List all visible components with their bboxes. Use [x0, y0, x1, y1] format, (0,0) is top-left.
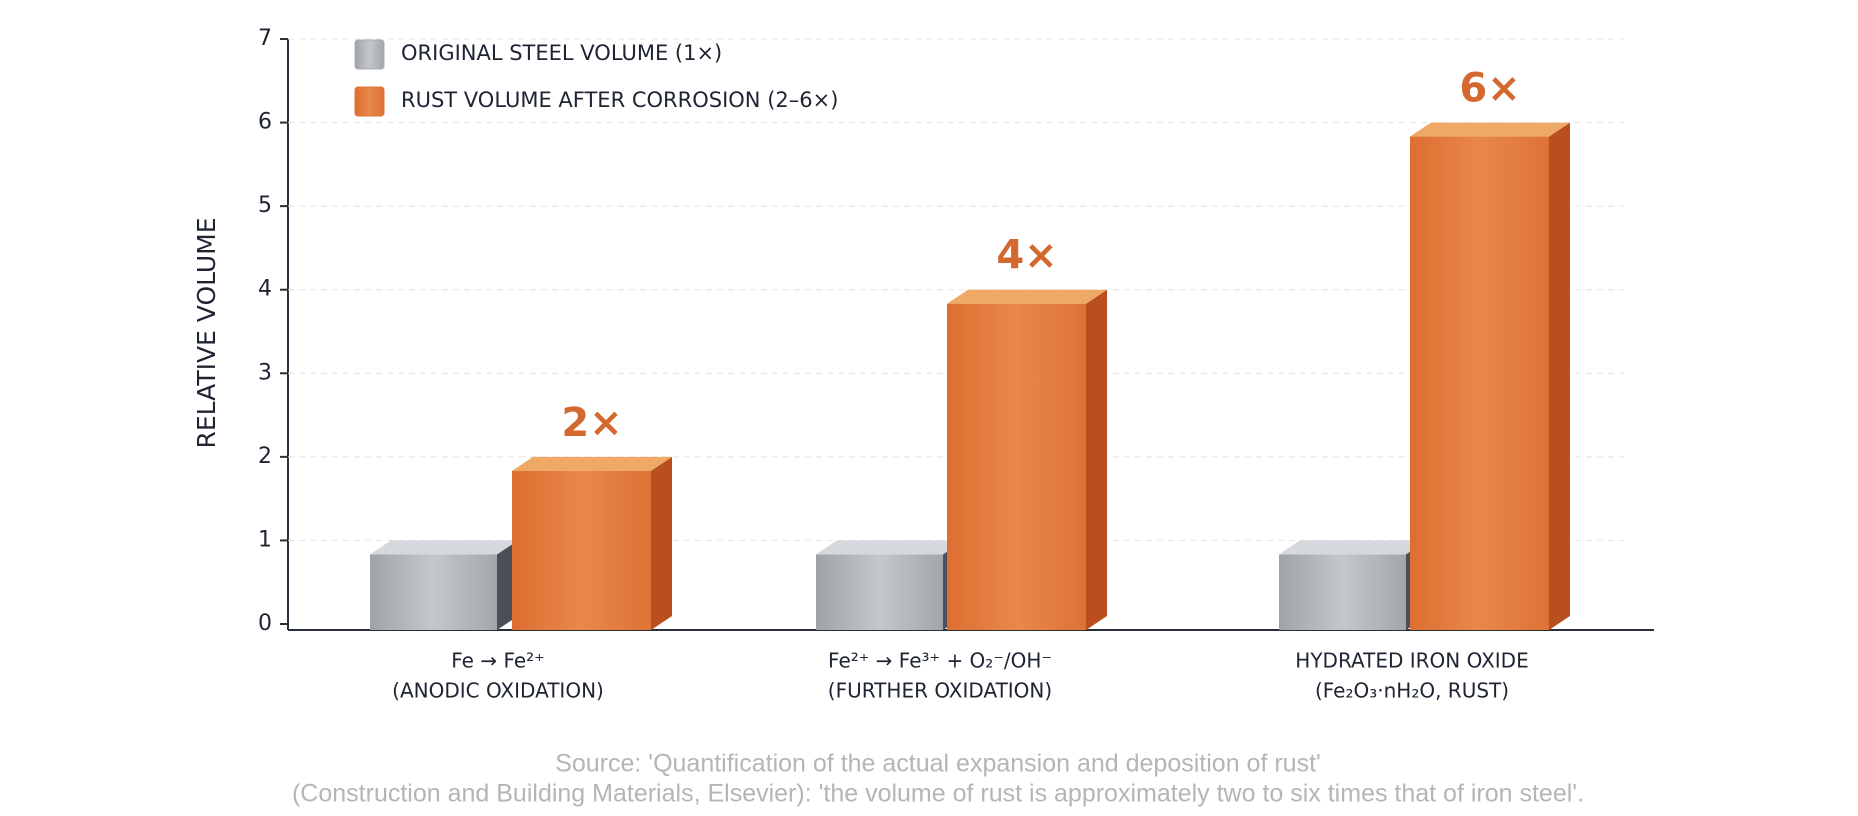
y-tick-label: 6 [258, 110, 272, 135]
legend-label: ORIGINAL STEEL VOLUME (1×) [401, 41, 722, 65]
legend-swatch [354, 39, 385, 70]
bar [1410, 136, 1549, 631]
x-tick-label: (FURTHER OXIDATION) [828, 679, 1052, 703]
y-tick-label: 0 [258, 611, 272, 636]
bar [816, 554, 943, 630]
value-label: 4× [996, 233, 1057, 279]
bar-side [1086, 289, 1107, 630]
y-tick-label: 3 [258, 360, 272, 385]
y-tick-label: 7 [258, 26, 272, 51]
bar-top [1410, 122, 1570, 137]
y-tick-label: 1 [258, 527, 272, 552]
x-tick-label: Fe → Fe²⁺ [451, 649, 544, 673]
bar-side [651, 456, 672, 630]
legend-label: RUST VOLUME AFTER CORROSION (2–6×) [401, 88, 838, 112]
bar [1279, 554, 1406, 630]
y-tick-label: 4 [258, 277, 272, 302]
bar [512, 470, 651, 630]
bar-top [816, 540, 964, 555]
x-tick-label: Fe²⁺ → Fe³⁺ + O₂⁻/OH⁻ [828, 649, 1052, 673]
value-label: 2× [561, 400, 622, 446]
bar [370, 554, 497, 630]
x-tick-label: HYDRATED IRON OXIDE [1295, 649, 1528, 673]
bar-side [1549, 122, 1570, 631]
y-tick-label: 5 [258, 193, 272, 218]
source-note: Source: 'Quantification of the actual ex… [555, 750, 1321, 778]
bar-top [512, 456, 672, 471]
bar [947, 303, 1086, 630]
source-note: (Construction and Building Materials, El… [292, 780, 1584, 808]
x-tick-label: (ANODIC OXIDATION) [392, 679, 604, 703]
bar-top [370, 540, 518, 555]
x-tick-label: (Fe₂O₃·nH₂O, RUST) [1315, 679, 1509, 703]
legend-swatch [354, 86, 385, 117]
y-axis-label: RELATIVE VOLUME [192, 217, 221, 448]
bar-top [947, 289, 1107, 304]
bar-top [1279, 540, 1427, 555]
y-tick-label: 2 [258, 444, 272, 469]
value-label: 6× [1459, 66, 1520, 112]
